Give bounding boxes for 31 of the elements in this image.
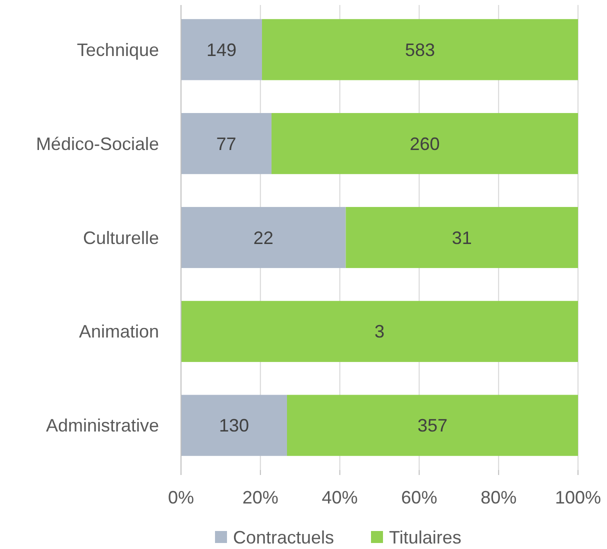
bar bbox=[346, 206, 578, 268]
annotation: 357 bbox=[417, 416, 448, 436]
annotation: 31 bbox=[452, 228, 472, 248]
x-tick-label: 100% bbox=[554, 487, 602, 508]
annotation: 260 bbox=[410, 134, 440, 154]
y-tick-label: Technique bbox=[76, 40, 159, 60]
bar bbox=[181, 113, 272, 174]
annotation: 149 bbox=[206, 40, 237, 60]
y-tick-label: Animation bbox=[78, 322, 159, 342]
annotation: 583 bbox=[404, 40, 436, 60]
bar bbox=[181, 394, 287, 456]
bar bbox=[181, 206, 346, 268]
y-tick-label: Médico-Sociale bbox=[36, 134, 159, 154]
annotation: 3 bbox=[374, 322, 385, 342]
y-tick-label: Administrative bbox=[46, 416, 159, 436]
annotation: 77 bbox=[216, 134, 236, 154]
annotation: 22 bbox=[253, 228, 274, 248]
legend-label: Titulaires bbox=[389, 527, 462, 548]
bar bbox=[262, 19, 578, 80]
x-tick-label: 20% bbox=[242, 487, 278, 508]
bar bbox=[272, 113, 578, 174]
y-tick-label: Culturelle bbox=[82, 228, 159, 248]
annotation: 130 bbox=[218, 416, 250, 436]
x-tick-label: 80% bbox=[480, 487, 517, 508]
x-tick-label: 60% bbox=[401, 487, 438, 508]
bar bbox=[181, 300, 578, 362]
bar bbox=[287, 394, 578, 456]
x-tick-label: 0% bbox=[168, 487, 194, 508]
x-tick-label: 40% bbox=[322, 487, 358, 508]
bar bbox=[181, 19, 262, 80]
legend-label: Contractuels bbox=[233, 527, 334, 548]
